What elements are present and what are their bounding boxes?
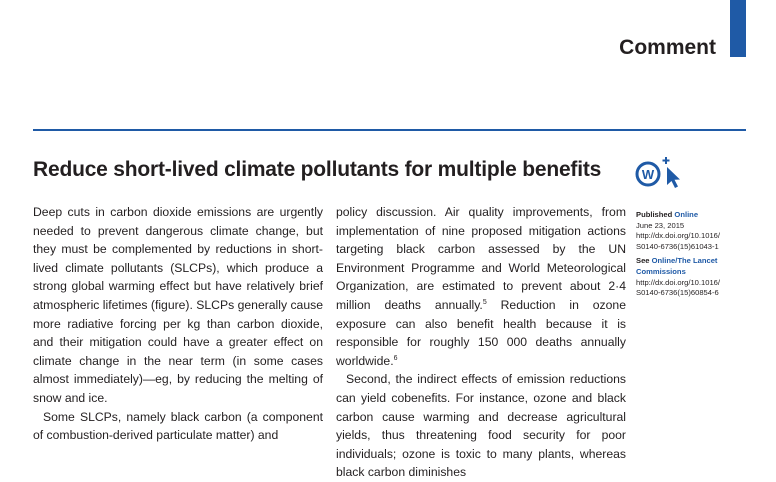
paragraph: Some SLCPs, namely black carbon (a compo… — [33, 409, 323, 443]
cursor-icon — [667, 167, 680, 188]
published-online-link[interactable]: Online — [674, 210, 699, 219]
see-also-line: See Online/The Lancet Commissions — [636, 256, 756, 277]
publication-date: June 23, 2015 — [636, 220, 685, 230]
reference-6[interactable]: 6 — [393, 354, 398, 362]
paragraph-text: Reduction in ozone exposure can also ben… — [336, 297, 626, 368]
crossmark-letter: W — [642, 167, 655, 182]
paragraph: Second, the indirect effects of emission… — [336, 372, 626, 480]
reference-5[interactable]: 5 — [482, 298, 487, 306]
doi-link-2[interactable]: http://dx.doi.org/10.1016/ — [636, 277, 721, 287]
paragraph: policy discussion. Air quality improveme… — [336, 203, 626, 370]
header-rule — [33, 129, 746, 131]
published-label: Published — [636, 210, 673, 219]
section-label: Comment — [619, 36, 716, 59]
paragraph: Deep cuts in carbon dioxide emissions ar… — [33, 205, 323, 405]
paragraph-text: policy discussion. Air quality improveme… — [336, 205, 626, 312]
section-color-bar — [730, 0, 746, 57]
article-title: Reduce short-lived climate pollutants fo… — [33, 158, 602, 181]
see-also-info: See Online/The Lancet Commissions http:/… — [636, 256, 756, 298]
doi-link-1[interactable]: http://dx.doi.org/10.1016/ — [636, 231, 721, 241]
crossmark-circle — [635, 161, 661, 187]
body-column-2: policy discussion. Air quality improveme… — [336, 203, 626, 482]
published-line: Published Online — [636, 210, 756, 221]
article-sidebar: Published Online June 23, 2015 http://dx… — [636, 210, 756, 303]
body-column-1: Deep cuts in carbon dioxide emissions ar… — [33, 203, 323, 445]
crossmark-icon[interactable]: W — [634, 156, 686, 190]
sparkle-icon — [662, 157, 670, 164]
see-label: See — [636, 256, 650, 266]
doi-link-1-cont[interactable]: S0140-6736(15)61043-1 — [636, 241, 719, 251]
publication-info: Published Online June 23, 2015 http://dx… — [636, 210, 756, 252]
see-also-link[interactable]: Online/The Lancet Commissions — [636, 256, 718, 276]
doi-link-2-cont[interactable]: S0140-6736(15)60854-6 — [636, 288, 719, 298]
